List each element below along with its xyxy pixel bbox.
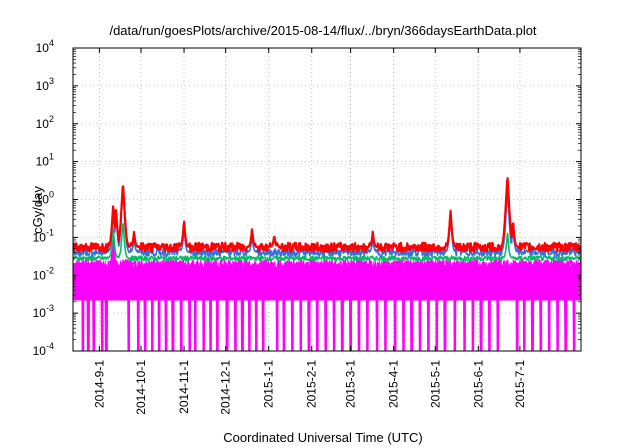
y-tick-label: 100	[36, 190, 54, 207]
y-tick-label: 10-4	[33, 341, 54, 358]
y-tick-label: 10-1	[33, 227, 54, 244]
chart-title: /data/run/goesPlots/archive/2015-08-14/f…	[109, 23, 536, 38]
series-line	[73, 223, 581, 262]
x-tick-label: 2015-5-1	[428, 360, 442, 408]
y-tick-label: 102	[36, 114, 54, 131]
x-tick-label: 2015-4-1	[387, 360, 401, 408]
x-tick-label: 2015-7-1	[513, 360, 527, 408]
y-tick-label: 104	[36, 38, 54, 55]
x-tick-label: 2014-11-1	[177, 360, 191, 414]
series-layer	[73, 177, 581, 351]
x-tick-label: 2014-12-1	[219, 360, 233, 415]
x-axis-label: Coordinated Universal Time (UTC)	[223, 430, 422, 445]
y-axis-label: cGy/day	[30, 186, 45, 234]
y-tick-label: 10-2	[33, 265, 54, 282]
y-tick-label: 10-3	[33, 303, 54, 320]
y-tick-label: 103	[36, 76, 54, 93]
x-tick-label: 2015-6-1	[471, 360, 485, 408]
series-line	[73, 177, 581, 253]
x-axis-ticks: 2014-9-1 2014-10-1 2014-11-1 2014-12-1 2015-…	[92, 48, 527, 415]
x-tick-label: 2015-1-1	[262, 360, 276, 408]
x-tick-label: 2015-3-1	[344, 360, 358, 408]
series-line	[73, 239, 581, 351]
x-tick-label: 2014-10-1	[134, 360, 148, 415]
x-tick-label: 2014-9-1	[92, 360, 106, 408]
x-tick-label: 2015-2-1	[305, 360, 319, 408]
y-tick-label: 101	[36, 152, 54, 169]
